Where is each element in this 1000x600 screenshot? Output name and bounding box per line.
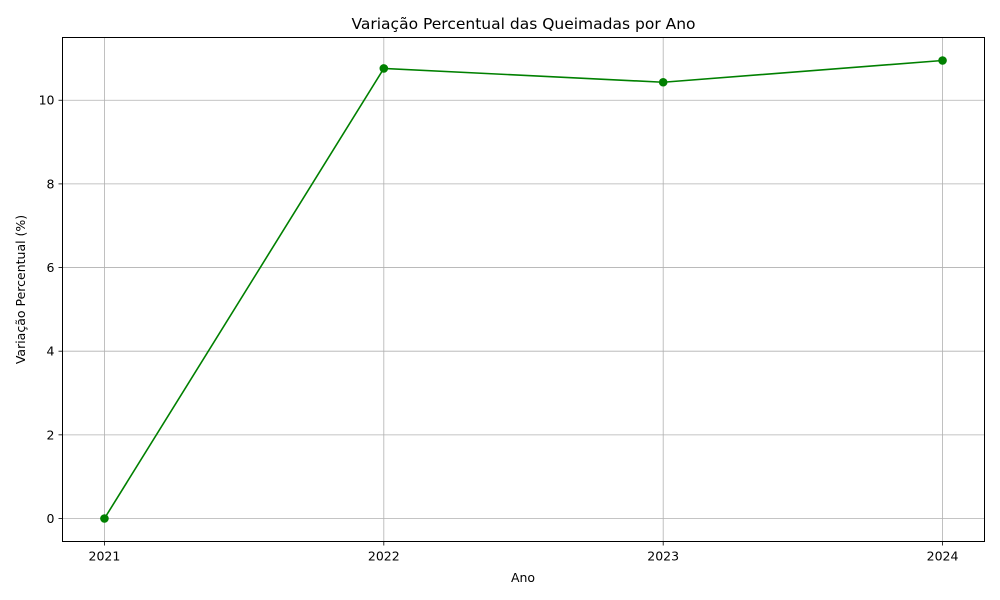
x-tick-label: 2022: [368, 549, 400, 564]
x-tick-label: 2023: [647, 549, 679, 564]
x-axis-ticks: 2021 2022 2023 2024: [89, 541, 959, 564]
y-tick-label: 8: [47, 176, 55, 191]
series-line: [103, 59, 943, 519]
series-layer: [100, 56, 947, 523]
data-point-marker: [658, 77, 668, 87]
y-axis-ticks: 0 2 4 6 8 10: [39, 93, 63, 526]
y-tick-label: 0: [47, 511, 55, 526]
y-tick-label: 2: [47, 427, 55, 442]
data-point-marker: [100, 514, 109, 523]
y-axis-label: Variação Percentual (%): [13, 215, 28, 364]
y-tick-label: 4: [47, 344, 55, 359]
y-tick-label: 10: [39, 93, 55, 108]
x-tick-label: 2021: [89, 549, 121, 564]
plot-frame: [62, 37, 985, 542]
y-tick-label: 6: [47, 260, 55, 275]
grid-lines: [62, 37, 985, 542]
data-point-marker: [379, 64, 389, 73]
x-tick-label: 2024: [927, 549, 959, 564]
x-axis-label: Ano: [511, 570, 535, 585]
data-point-marker: [938, 56, 947, 65]
chart-title: Variação Percentual das Queimadas por An…: [351, 15, 695, 33]
